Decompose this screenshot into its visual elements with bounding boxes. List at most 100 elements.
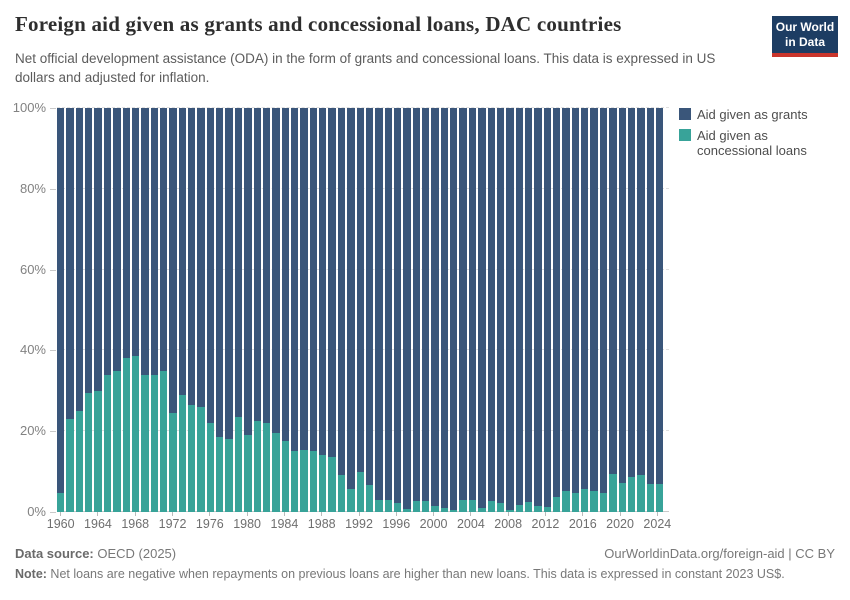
- bar-1997-loans-segment: [403, 509, 411, 512]
- bar-2018-loans-segment: [599, 493, 608, 512]
- bar-1986[interactable]: [300, 108, 308, 512]
- footnote-text: Net loans are negative when repayments o…: [46, 567, 785, 581]
- bar-1994[interactable]: [375, 108, 383, 512]
- x-axis-tick-1960: [60, 512, 62, 516]
- bar-1987[interactable]: [309, 108, 318, 512]
- bar-1972[interactable]: [169, 108, 177, 512]
- x-axis-tick-1964: [97, 512, 99, 516]
- bar-2001-loans-segment: [440, 507, 449, 512]
- legend-item-loans[interactable]: Aid given as concessional loans: [679, 128, 841, 159]
- bar-2017[interactable]: [590, 108, 598, 512]
- y-axis-tick-20: [50, 431, 56, 433]
- x-axis-tick-2016: [582, 512, 584, 516]
- bar-1980-loans-segment: [244, 435, 252, 512]
- owid-logo[interactable]: Our World in Data: [772, 16, 838, 57]
- bar-1965[interactable]: [103, 108, 112, 512]
- bar-2010-loans-segment: [524, 501, 533, 512]
- bar-1969[interactable]: [141, 108, 149, 512]
- bar-1984[interactable]: [281, 108, 289, 512]
- bar-1974[interactable]: [188, 108, 196, 512]
- bar-2018[interactable]: [599, 108, 608, 512]
- bar-1989[interactable]: [328, 108, 336, 512]
- bar-1975[interactable]: [197, 108, 205, 512]
- bar-1996[interactable]: [393, 108, 402, 512]
- bar-2007[interactable]: [496, 108, 505, 512]
- bar-1968[interactable]: [131, 108, 140, 512]
- bar-1961[interactable]: [66, 108, 74, 512]
- bar-2020[interactable]: [618, 108, 626, 512]
- bar-2004[interactable]: [468, 108, 477, 512]
- bar-1966[interactable]: [113, 108, 121, 512]
- bar-1991[interactable]: [347, 108, 355, 512]
- bar-1988-loans-segment: [319, 454, 327, 512]
- bar-1979-loans-segment: [234, 417, 243, 512]
- x-axis-tick-2012: [544, 512, 546, 516]
- bar-2014[interactable]: [562, 108, 570, 512]
- bar-2005[interactable]: [478, 108, 486, 512]
- bar-2009[interactable]: [515, 108, 523, 512]
- bar-2024[interactable]: [656, 108, 664, 512]
- bar-2022[interactable]: [637, 108, 645, 512]
- bar-1998-loans-segment: [412, 501, 421, 512]
- owid-url-link[interactable]: OurWorldinData.org/foreign-aid | CC BY: [604, 546, 835, 561]
- legend-label-grants: Aid given as grants: [697, 107, 808, 122]
- bar-2010[interactable]: [524, 108, 533, 512]
- bar-2012[interactable]: [543, 108, 552, 512]
- bar-1983[interactable]: [272, 108, 280, 512]
- bar-2021[interactable]: [627, 108, 636, 512]
- data-source-value: OECD (2025): [93, 546, 177, 561]
- bar-1992[interactable]: [356, 108, 364, 512]
- bar-2024-loans-segment: [656, 483, 664, 512]
- bar-2002[interactable]: [450, 108, 458, 512]
- bar-1970[interactable]: [150, 108, 158, 512]
- bar-1979[interactable]: [234, 108, 243, 512]
- bar-2015[interactable]: [571, 108, 580, 512]
- bar-2003[interactable]: [459, 108, 467, 512]
- bar-2008[interactable]: [506, 108, 514, 512]
- bar-1988[interactable]: [319, 108, 327, 512]
- bar-1982[interactable]: [262, 108, 271, 512]
- bar-1999[interactable]: [422, 108, 430, 512]
- x-axis-label-1992: 1992: [345, 517, 373, 531]
- bar-2023[interactable]: [646, 108, 654, 512]
- data-source: Data source: OECD (2025): [15, 546, 176, 561]
- bar-1981[interactable]: [253, 108, 261, 512]
- bar-1971[interactable]: [159, 108, 168, 512]
- bar-1977[interactable]: [216, 108, 224, 512]
- bar-1963[interactable]: [85, 108, 93, 512]
- bar-1962[interactable]: [75, 108, 84, 512]
- bar-1998[interactable]: [412, 108, 421, 512]
- bar-1967-loans-segment: [122, 358, 130, 512]
- bar-1993[interactable]: [365, 108, 374, 512]
- bar-2006[interactable]: [487, 108, 495, 512]
- bar-1963-loans-segment: [85, 392, 93, 512]
- y-axis-tick-40: [50, 350, 56, 352]
- bar-1980[interactable]: [244, 108, 252, 512]
- bar-1978[interactable]: [225, 108, 233, 512]
- bar-1977-loans-segment: [216, 437, 224, 512]
- bar-1997[interactable]: [403, 108, 411, 512]
- bar-1967[interactable]: [122, 108, 130, 512]
- bar-1996-loans-segment: [393, 503, 402, 512]
- bar-1964[interactable]: [94, 108, 102, 512]
- bar-1990[interactable]: [337, 108, 346, 512]
- bar-1976[interactable]: [206, 108, 215, 512]
- bar-1985[interactable]: [290, 108, 299, 512]
- bar-2019[interactable]: [609, 108, 617, 512]
- x-axis-label-1972: 1972: [158, 517, 187, 531]
- x-axis-label-1980: 1980: [233, 517, 262, 531]
- bar-2021-loans-segment: [627, 477, 636, 512]
- bar-2001[interactable]: [440, 108, 449, 512]
- bar-1978-loans-segment: [225, 439, 233, 512]
- bar-1995[interactable]: [384, 108, 392, 512]
- owid-logo-line2: in Data: [784, 35, 825, 49]
- legend-item-grants[interactable]: Aid given as grants: [679, 107, 841, 123]
- y-axis-label-60: 60%: [19, 261, 46, 277]
- bar-2011[interactable]: [534, 108, 542, 512]
- bar-1973[interactable]: [178, 108, 187, 512]
- bar-2016[interactable]: [581, 108, 589, 512]
- bar-2013[interactable]: [553, 108, 561, 512]
- bar-2000[interactable]: [431, 108, 439, 512]
- bar-1960[interactable]: [57, 108, 65, 512]
- x-axis-tick-2004: [470, 512, 472, 516]
